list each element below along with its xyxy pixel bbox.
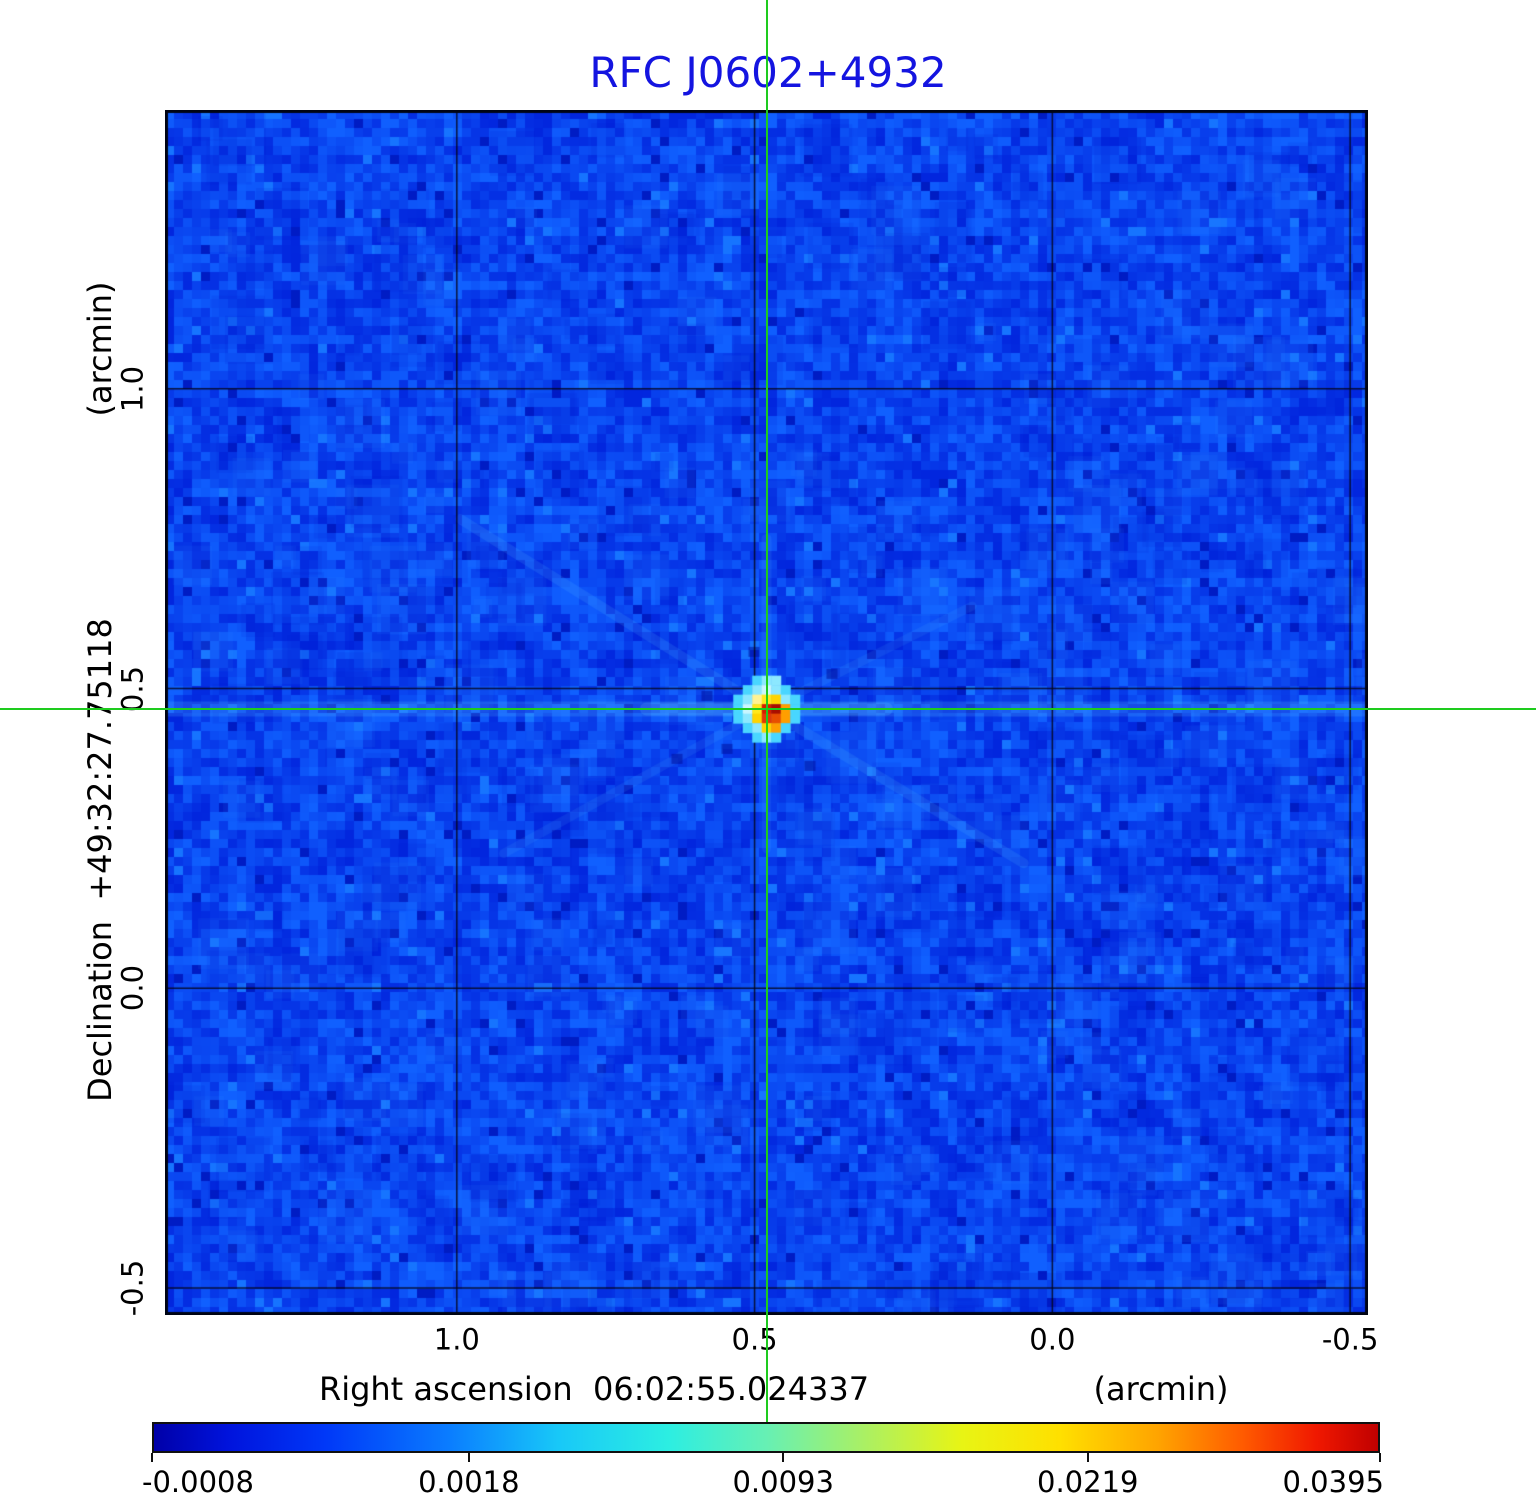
y-tick-label: 0.5 — [115, 665, 150, 712]
colorbar-tick — [1379, 1453, 1381, 1462]
colorbar-tick-label: 0.0219 — [1036, 1465, 1139, 1499]
colorbar-tick — [1086, 1453, 1089, 1462]
x-tick-label: 0.5 — [731, 1322, 778, 1357]
x-tick-label: 1.0 — [433, 1322, 480, 1357]
y-tick-label: 0.0 — [115, 965, 150, 1012]
sky-map-canvas[interactable] — [165, 110, 1368, 1315]
colorbar-tick-label: 0.0093 — [732, 1465, 834, 1499]
colorbar — [152, 1422, 1380, 1453]
y-tick-label: -0.5 — [115, 1259, 150, 1317]
colorbar-tick — [467, 1453, 470, 1462]
colorbar-tick — [782, 1453, 785, 1462]
y-tick-label: 1.0 — [115, 365, 150, 412]
colorbar-tick-label: 0.0018 — [418, 1465, 520, 1499]
y-axis-unit-label: (arcmin) — [81, 281, 119, 417]
x-tick-label: -0.5 — [1321, 1322, 1379, 1357]
colorbar-tick-label: -0.0008 — [142, 1465, 254, 1499]
x-axis-label: Right ascension 06:02:55.024337 — [318, 1370, 870, 1408]
y-axis-label: Declination +49:32:27.75118 — [81, 618, 119, 1102]
x-axis-unit-label: (arcmin) — [1093, 1370, 1229, 1408]
plot-title: RFC J0602+4932 — [589, 48, 947, 97]
colorbar-tick-label: 0.0395 — [1282, 1465, 1384, 1499]
x-tick-label: 0.0 — [1029, 1322, 1076, 1357]
colorbar-tick — [151, 1453, 153, 1462]
